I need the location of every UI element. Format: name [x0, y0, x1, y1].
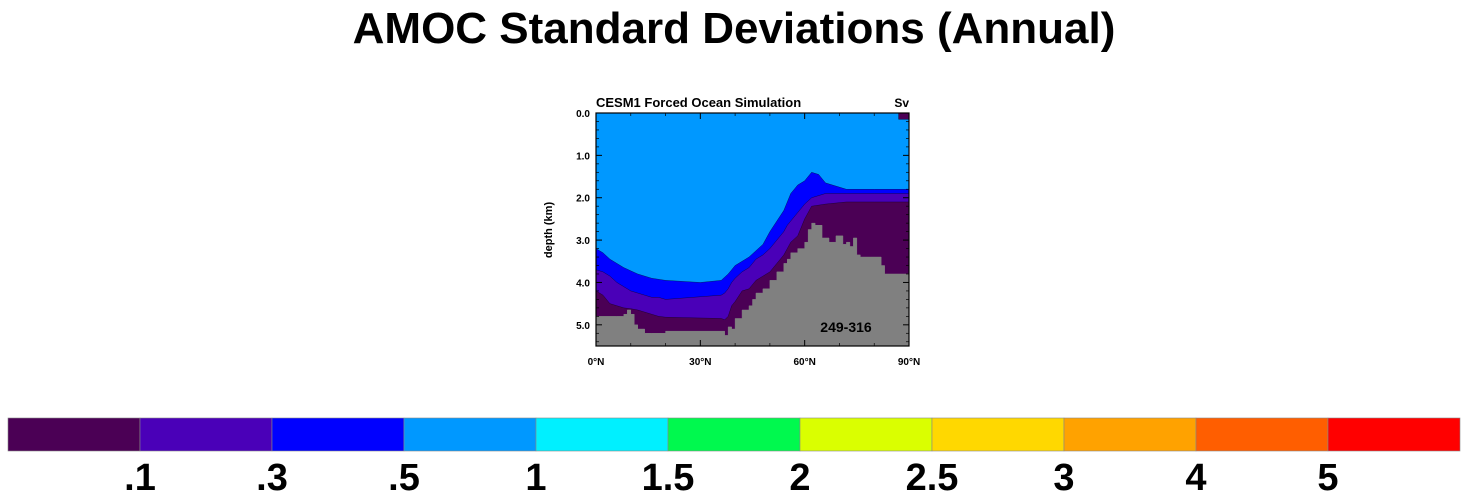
colorbar-label: .3 [256, 457, 288, 499]
colorbar-box [1195, 417, 1329, 452]
y-tick-label: 0.0 [576, 109, 590, 120]
colorbar-box [271, 417, 405, 452]
colorbar-box [1327, 417, 1461, 452]
colorbar-label: .5 [388, 457, 420, 499]
colorbar-box [535, 417, 669, 452]
y-tick-label: 5.0 [576, 321, 590, 332]
main-title: AMOC Standard Deviations (Annual) [352, 4, 1116, 53]
y-tick-label: 3.0 [576, 236, 590, 247]
colorbar-box [799, 417, 933, 452]
plot-frame [595, 112, 910, 347]
amoc-plot: 0.0 1.0 2.0 3.0 4.0 5.0 0°N 30°N 60°N 90°N CESM1 … [543, 95, 920, 368]
x-tick-label: 0°N [588, 357, 605, 368]
x-tick-label: 60°N [793, 357, 815, 368]
colorbar-box [1063, 417, 1197, 452]
colorbar-label: 1.5 [642, 457, 695, 499]
y-tick-label: 1.0 [576, 151, 590, 162]
colorbar-box [7, 417, 141, 452]
colorbar: .1 .3 .5 1 1.5 2 2.5 3 4 5 [7, 417, 1461, 499]
y-axis-label: depth (km) [543, 202, 555, 259]
colorbar-label: 2 [789, 457, 810, 499]
colorbar-label: 5 [1317, 457, 1338, 499]
x-tick-label: 90°N [898, 357, 920, 368]
colorbar-box [931, 417, 1065, 452]
colorbar-label: 1 [525, 457, 546, 499]
colorbar-box [139, 417, 273, 452]
x-tick-label: 30°N [689, 357, 711, 368]
period-label: 249-316 [820, 319, 872, 335]
axis-ticks: 0.0 1.0 2.0 3.0 4.0 5.0 0°N 30°N 60°N 90°N [576, 109, 920, 368]
colorbar-label: 2.5 [906, 457, 959, 499]
y-tick-label: 2.0 [576, 194, 590, 205]
colorbar-box [403, 417, 537, 452]
y-tick-label: 4.0 [576, 278, 590, 289]
colorbar-label: 4 [1185, 457, 1206, 499]
std-region-level-0 [898, 113, 909, 120]
panel-title: CESM1 Forced Ocean Simulation [596, 95, 801, 110]
colorbar-label: .1 [124, 457, 156, 499]
bathymetry-land [596, 222, 909, 346]
colorbar-label: 3 [1053, 457, 1074, 499]
units-label: Sv [894, 96, 909, 110]
colorbar-labels: .1 .3 .5 1 1.5 2 2.5 3 4 5 [124, 457, 1338, 499]
colorbar-boxes [7, 417, 1461, 452]
colorbar-box [667, 417, 801, 452]
contour-regions [596, 113, 909, 346]
